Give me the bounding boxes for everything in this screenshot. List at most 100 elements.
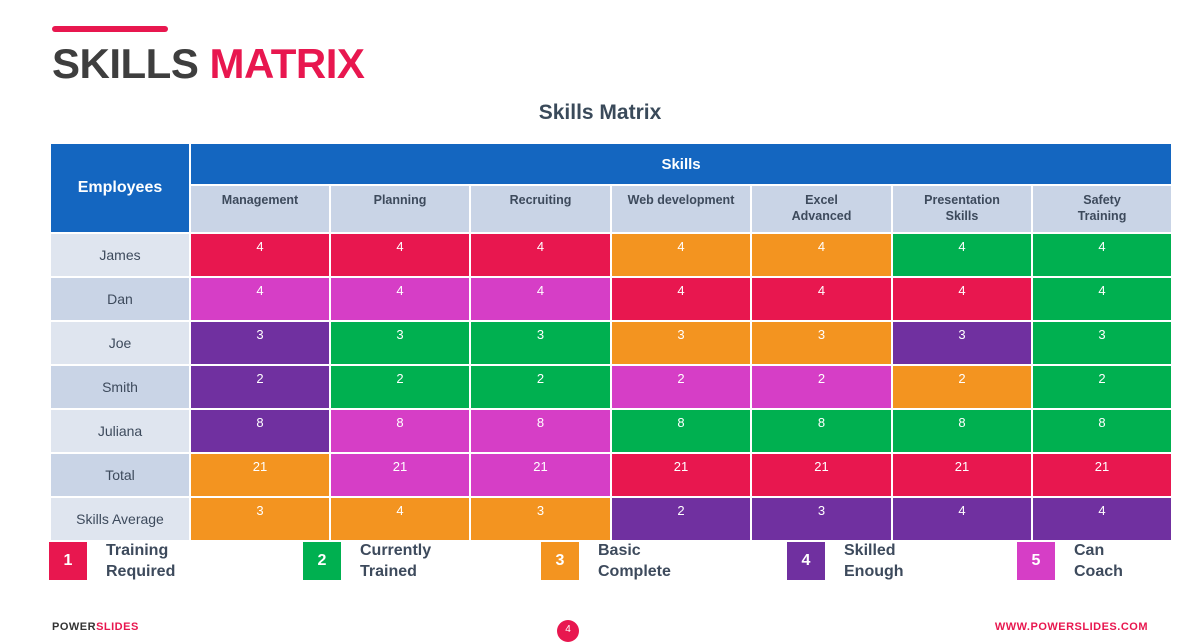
table-row: Smith 2 2 2 2 2 2 2 (49, 364, 1174, 410)
matrix-cell: 2 (610, 496, 752, 542)
matrix-cell: 4 (610, 232, 752, 278)
legend-item: 1 Training Required (49, 541, 175, 581)
matrix-cell: 3 (750, 496, 893, 542)
page-number: 4 (557, 620, 579, 642)
matrix-cell: 4 (891, 496, 1033, 542)
website-link[interactable]: WWW.POWERSLIDES.COM (994, 621, 1148, 633)
legend-label-line: Required (106, 563, 176, 580)
row-label: Smith (49, 364, 191, 410)
legend-label: Training Required (106, 540, 175, 582)
matrix-cell: 8 (1030, 408, 1174, 454)
matrix-cell: 21 (750, 452, 893, 498)
table-row: Joe 3 3 3 3 3 3 3 (49, 320, 1174, 366)
legend-swatch: 1 (49, 542, 87, 580)
table-row: Dan 4 4 4 4 4 4 4 (49, 276, 1174, 322)
legend-label-line: Basic (598, 542, 641, 559)
matrix-cell: 21 (469, 452, 612, 498)
legend-swatch: 5 (1017, 542, 1055, 580)
matrix-cell: 3 (610, 320, 752, 366)
skill-columns-row: Management Planning Recruiting Web developm… (50, 184, 1174, 234)
legend-label-line: Skilled (844, 542, 896, 559)
matrix-cell: 21 (1030, 452, 1174, 498)
matrix-cell: 3 (469, 320, 612, 366)
matrix-cell: 2 (189, 364, 331, 410)
legend-swatch: 4 (787, 542, 825, 580)
row-label: Skills Average (49, 496, 191, 542)
title-accent-bar (52, 26, 168, 32)
legend-label-line: Enough (844, 563, 904, 580)
matrix-cell: 4 (469, 232, 612, 278)
legend-label-line: Coach (1074, 563, 1123, 580)
legend-label: Skilled Enough (844, 540, 904, 582)
legend-label-line: Training (106, 542, 169, 559)
matrix-body: James 4 4 4 4 4 4 4 Dan 4 4 4 4 4 4 4 Joe 3 3 3 3 3 3 3 Smith 2 2 2… (49, 232, 1174, 542)
skill-column-label: Excel (805, 193, 838, 207)
matrix-cell: 4 (329, 496, 471, 542)
skill-column-header: Safety Training (1030, 184, 1174, 234)
legend-label-line: Currently (360, 542, 432, 559)
skill-column-label: Training (1077, 209, 1127, 223)
legend-label-line: Can (1074, 542, 1105, 559)
title-part-2: MATRIX (209, 40, 365, 87)
title-part-1: SKILLS (52, 40, 199, 87)
matrix-cell: 8 (189, 408, 331, 454)
skill-column-header: Recruiting (469, 184, 612, 234)
legend-item: 3 Basic Complete (541, 541, 671, 581)
brand-part-2: SLIDES (96, 621, 139, 633)
brand-footer: POWERSLIDES (52, 621, 139, 633)
page-title: SKILLS MATRIX (52, 40, 365, 88)
legend-swatch: 2 (303, 542, 341, 580)
matrix-cell: 4 (189, 232, 331, 278)
legend-item: 2 Currently Trained (303, 541, 431, 581)
matrix-cell: 4 (750, 232, 893, 278)
matrix-cell: 2 (469, 364, 612, 410)
skill-column-label: Planning (373, 193, 427, 207)
matrix-cell: 2 (891, 364, 1033, 410)
table-row: Total 21 21 21 21 21 21 21 (49, 452, 1174, 498)
matrix-cell: 3 (189, 320, 331, 366)
legend-swatch: 3 (541, 542, 579, 580)
matrix-cell: 4 (1030, 496, 1174, 542)
matrix-cell: 3 (189, 496, 331, 542)
skills-header: Skills (188, 142, 1174, 186)
matrix-cell: 8 (750, 408, 893, 454)
table-row: Juliana 8 8 8 8 8 8 8 (49, 408, 1174, 454)
matrix-cell: 2 (329, 364, 471, 410)
matrix-cell: 3 (750, 320, 893, 366)
skill-column-label: Web development (627, 193, 735, 207)
matrix-cell: 8 (329, 408, 471, 454)
legend-label-line: Trained (360, 563, 417, 580)
matrix-cell: 4 (469, 276, 612, 322)
row-label: Juliana (49, 408, 191, 454)
skill-column-label: Safety (1083, 193, 1121, 207)
legend-item: 5 Can Coach (1017, 541, 1123, 581)
matrix-cell: 2 (750, 364, 893, 410)
matrix-cell: 4 (610, 276, 752, 322)
legend-label: Basic Complete (598, 540, 671, 582)
skills-matrix-table: Employees Skills Management Planning Recru… (49, 142, 1174, 542)
matrix-cell: 8 (891, 408, 1033, 454)
row-label: Dan (49, 276, 191, 322)
matrix-cell: 4 (891, 276, 1033, 322)
matrix-cell: 3 (1030, 320, 1174, 366)
skill-column-label: Management (221, 193, 299, 207)
table-row: Skills Average 3 4 3 2 3 4 4 (49, 496, 1174, 542)
matrix-cell: 4 (189, 276, 331, 322)
matrix-cell: 21 (189, 452, 331, 498)
legend-label: Can Coach (1074, 540, 1123, 582)
matrix-cell: 4 (1030, 232, 1174, 278)
skill-column-label: Advanced (791, 209, 852, 223)
matrix-cell: 21 (329, 452, 471, 498)
matrix-cell: 8 (469, 408, 612, 454)
skill-column-header: Web development (610, 184, 752, 234)
matrix-cell: 2 (610, 364, 752, 410)
skill-column-label: Skills (945, 209, 979, 223)
table-subtitle: Skills Matrix (538, 101, 662, 124)
skill-column-label: Recruiting (509, 193, 572, 207)
skill-column-header: Presentation Skills (891, 184, 1033, 234)
row-label: Joe (49, 320, 191, 366)
table-row: James 4 4 4 4 4 4 4 (49, 232, 1174, 278)
matrix-cell: 4 (329, 232, 471, 278)
matrix-cell: 4 (1030, 276, 1174, 322)
matrix-cell: 21 (610, 452, 752, 498)
